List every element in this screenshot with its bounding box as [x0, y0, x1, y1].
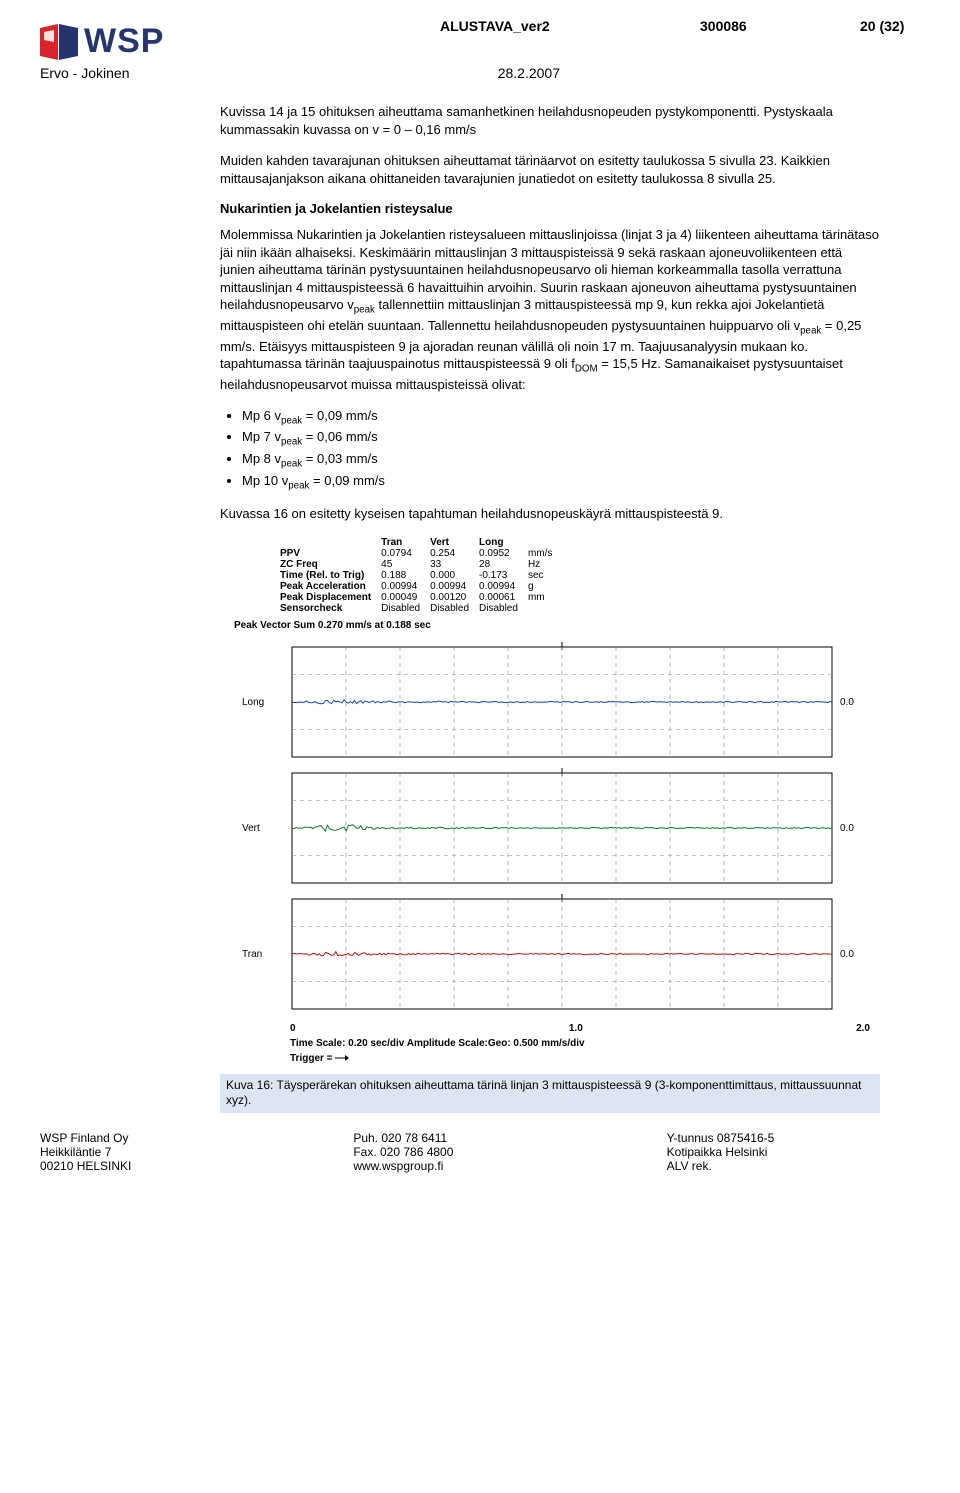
footer-col-1: WSP Finland Oy Heikkiläntie 7 00210 HELS…: [40, 1131, 293, 1173]
list-item: Mp 7 vpeak = 0,06 mm/s: [242, 429, 880, 448]
section-heading: Nukarintien ja Jokelantien risteysalue: [220, 201, 880, 216]
svg-text:0.0: 0.0: [840, 823, 854, 834]
xtick: 0: [290, 1023, 296, 1034]
bullet-list: Mp 6 vpeak = 0,09 mm/s Mp 7 vpeak = 0,06 …: [242, 408, 880, 491]
logo-mark-icon: [40, 24, 78, 60]
footer-col-3: Y-tunnus 0875416-5 Kotipaikka Helsinki A…: [667, 1131, 920, 1173]
paragraph-3: Molemmissa Nukarintien ja Jokelantien ri…: [220, 226, 880, 394]
figure-data-table: TranVertLongPPV0.07940.2540.0952mm/sZC F…: [280, 537, 562, 614]
doc-title: ALUSTAVA_ver2: [440, 18, 620, 34]
paragraph-2: Muiden kahden tavarajunan ohituksen aihe…: [220, 152, 880, 187]
figure-caption: Kuva 16: Täysperärekan ohituksen aiheutt…: [220, 1074, 880, 1113]
peak-vector-sum: Peak Vector Sum 0.270 mm/s at 0.188 sec: [234, 620, 880, 631]
page-number: 20 (32): [860, 18, 920, 34]
svg-text:Vert: Vert: [242, 823, 260, 834]
wsp-logo: WSP: [40, 22, 164, 61]
svg-text:Tran: Tran: [242, 949, 262, 960]
waveform-plot: Long 0.0 Vert 0.0 Tran 0.0: [232, 637, 872, 1017]
x-axis-scale: 0 1.0 2.0 Time Scale: 0.20 sec/div Ampli…: [260, 1023, 880, 1064]
trigger-arrow-icon: [335, 1053, 349, 1063]
paragraph-4: Kuvassa 16 on esitetty kyseisen tapahtum…: [220, 505, 880, 523]
svg-text:Long: Long: [242, 697, 264, 708]
footer-col-2: Puh. 020 78 6411 Fax. 020 786 4800 www.w…: [353, 1131, 606, 1173]
doc-number: 300086: [700, 18, 780, 34]
list-item: Mp 8 vpeak = 0,03 mm/s: [242, 451, 880, 470]
list-item: Mp 10 vpeak = 0,09 mm/s: [242, 473, 880, 492]
figure-16: TranVertLongPPV0.07940.2540.0952mm/sZC F…: [220, 537, 880, 1113]
trigger-note: Trigger =: [290, 1053, 880, 1064]
header-meta: ALUSTAVA_ver2 300086 20 (32): [440, 18, 920, 34]
list-item: Mp 6 vpeak = 0,09 mm/s: [242, 408, 880, 427]
page-footer: WSP Finland Oy Heikkiläntie 7 00210 HELS…: [40, 1131, 920, 1173]
paragraph-1: Kuvissa 14 ja 15 ohituksen aiheuttama sa…: [220, 103, 880, 138]
scale-note: Time Scale: 0.20 sec/div Amplitude Scale…: [290, 1038, 880, 1049]
svg-text:0.0: 0.0: [840, 949, 854, 960]
xtick: 2.0: [856, 1023, 870, 1034]
svg-text:0.0: 0.0: [840, 697, 854, 708]
logo-text: WSP: [84, 22, 164, 61]
xtick: 1.0: [569, 1023, 583, 1034]
doc-date: 28.2.2007: [498, 65, 560, 81]
author: Ervo - Jokinen: [40, 65, 129, 81]
